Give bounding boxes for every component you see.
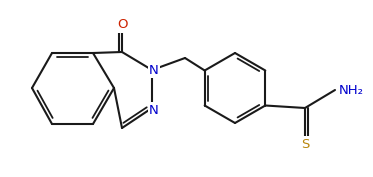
Text: S: S: [301, 138, 309, 150]
Text: O: O: [117, 19, 127, 32]
Text: N: N: [149, 64, 159, 76]
Text: NH₂: NH₂: [339, 84, 364, 96]
Text: N: N: [149, 104, 159, 116]
